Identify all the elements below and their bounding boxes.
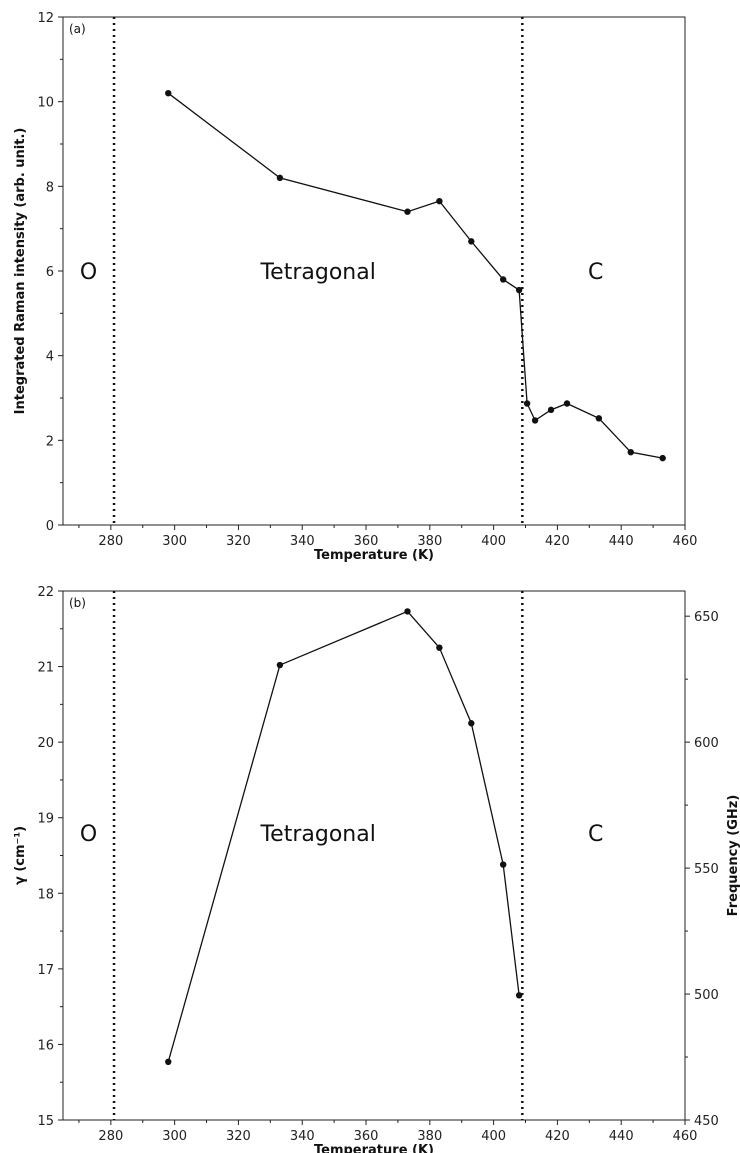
y-tick-label: 4 bbox=[46, 350, 54, 365]
x-tick-label: 280 bbox=[98, 534, 123, 549]
data-point bbox=[436, 644, 443, 651]
data-point bbox=[165, 90, 172, 97]
y-tick-label: 12 bbox=[37, 11, 54, 26]
y-tick-label: 20 bbox=[37, 736, 54, 751]
data-point bbox=[276, 174, 284, 182]
y-tick-label: 22 bbox=[37, 585, 54, 600]
x-tick-label: 440 bbox=[609, 1129, 634, 1144]
plot-frame bbox=[62, 590, 686, 1121]
x-tick-label: 400 bbox=[481, 534, 506, 549]
y-right-tick-label: 650 bbox=[694, 610, 719, 625]
phase-label: Tetragonal bbox=[259, 260, 375, 285]
y-tick-label: 10 bbox=[37, 96, 54, 111]
data-point bbox=[499, 276, 507, 283]
y-right-tick-label: 550 bbox=[694, 862, 719, 877]
y-tick-label: 2 bbox=[46, 434, 54, 449]
x-tick-label: 340 bbox=[290, 534, 315, 549]
y-tick-label: 16 bbox=[37, 1038, 54, 1053]
y-axis-title: Integrated Raman intensity (arb. unit.) bbox=[13, 128, 28, 415]
x-tick-label: 280 bbox=[98, 1129, 123, 1144]
data-point bbox=[499, 861, 507, 868]
data-point bbox=[515, 992, 523, 999]
y-right-tick-label: 500 bbox=[694, 988, 719, 1003]
x-tick-label: 420 bbox=[545, 1129, 570, 1144]
x-tick-label: 340 bbox=[290, 1129, 315, 1144]
panel-b: 280 300 320 340 360 380 400 420 440 460 15 16 17 18 19… bbox=[13, 585, 740, 1153]
data-point bbox=[515, 286, 523, 294]
x-tick-label: 460 bbox=[673, 534, 698, 549]
data-point bbox=[659, 454, 666, 462]
data-point bbox=[523, 400, 531, 407]
data-point bbox=[595, 415, 603, 422]
x-tick-label: 300 bbox=[162, 534, 187, 549]
data-point bbox=[436, 197, 443, 205]
x-tick-label: 320 bbox=[226, 534, 251, 549]
y-axis-title: γ (cm⁻¹) bbox=[13, 826, 28, 885]
x-tick-label: 420 bbox=[545, 534, 570, 549]
data-point bbox=[165, 1058, 172, 1066]
data-point bbox=[404, 608, 411, 615]
data-point bbox=[563, 400, 571, 407]
data-point bbox=[627, 448, 634, 456]
y-tick-label: 0 bbox=[46, 519, 54, 534]
x-tick-label: 360 bbox=[354, 534, 379, 549]
y-right-tick-label: 600 bbox=[694, 736, 719, 751]
series-line bbox=[167, 92, 663, 459]
data-point bbox=[468, 720, 475, 727]
x-axis-title: Temperature (K) bbox=[314, 1143, 434, 1153]
data-point bbox=[531, 417, 539, 424]
phase-label: O bbox=[80, 260, 97, 285]
panel-label: (b) bbox=[69, 596, 86, 610]
panel-a: 280 300 320 340 360 380 400 420 440 460 0 2 4 6 8 10 12 O… bbox=[13, 11, 697, 563]
x-axis-title: Temperature (K) bbox=[314, 548, 434, 563]
data-point bbox=[468, 238, 475, 245]
y-tick-label: 8 bbox=[46, 180, 54, 195]
data-point bbox=[276, 661, 284, 669]
y-tick-label: 21 bbox=[37, 661, 54, 676]
y-tick-label: 15 bbox=[37, 1114, 54, 1129]
data-point bbox=[547, 406, 555, 414]
x-tick-label: 320 bbox=[226, 1129, 251, 1144]
panel-label: (a) bbox=[69, 22, 86, 36]
x-tick-label: 460 bbox=[673, 1129, 698, 1144]
phase-label: Tetragonal bbox=[259, 822, 375, 847]
x-tick-label: 380 bbox=[417, 534, 442, 549]
y-tick-label: 18 bbox=[37, 887, 54, 902]
phase-label: C bbox=[588, 260, 603, 285]
x-tick-label: 380 bbox=[417, 1129, 442, 1144]
y-tick-label: 6 bbox=[46, 265, 54, 280]
x-tick-label: 300 bbox=[162, 1129, 187, 1144]
x-tick-label: 360 bbox=[354, 1129, 379, 1144]
y-right-tick-label: 450 bbox=[694, 1114, 719, 1129]
x-tick-label: 400 bbox=[481, 1129, 506, 1144]
data-point bbox=[404, 208, 411, 215]
y-tick-label: 17 bbox=[37, 963, 54, 978]
x-tick-label: 440 bbox=[609, 534, 634, 549]
y-tick-label: 19 bbox=[37, 812, 54, 827]
y-right-axis-title: Frequency (GHz) bbox=[726, 795, 740, 917]
phase-label: C bbox=[588, 822, 603, 847]
phase-label: O bbox=[80, 822, 97, 847]
